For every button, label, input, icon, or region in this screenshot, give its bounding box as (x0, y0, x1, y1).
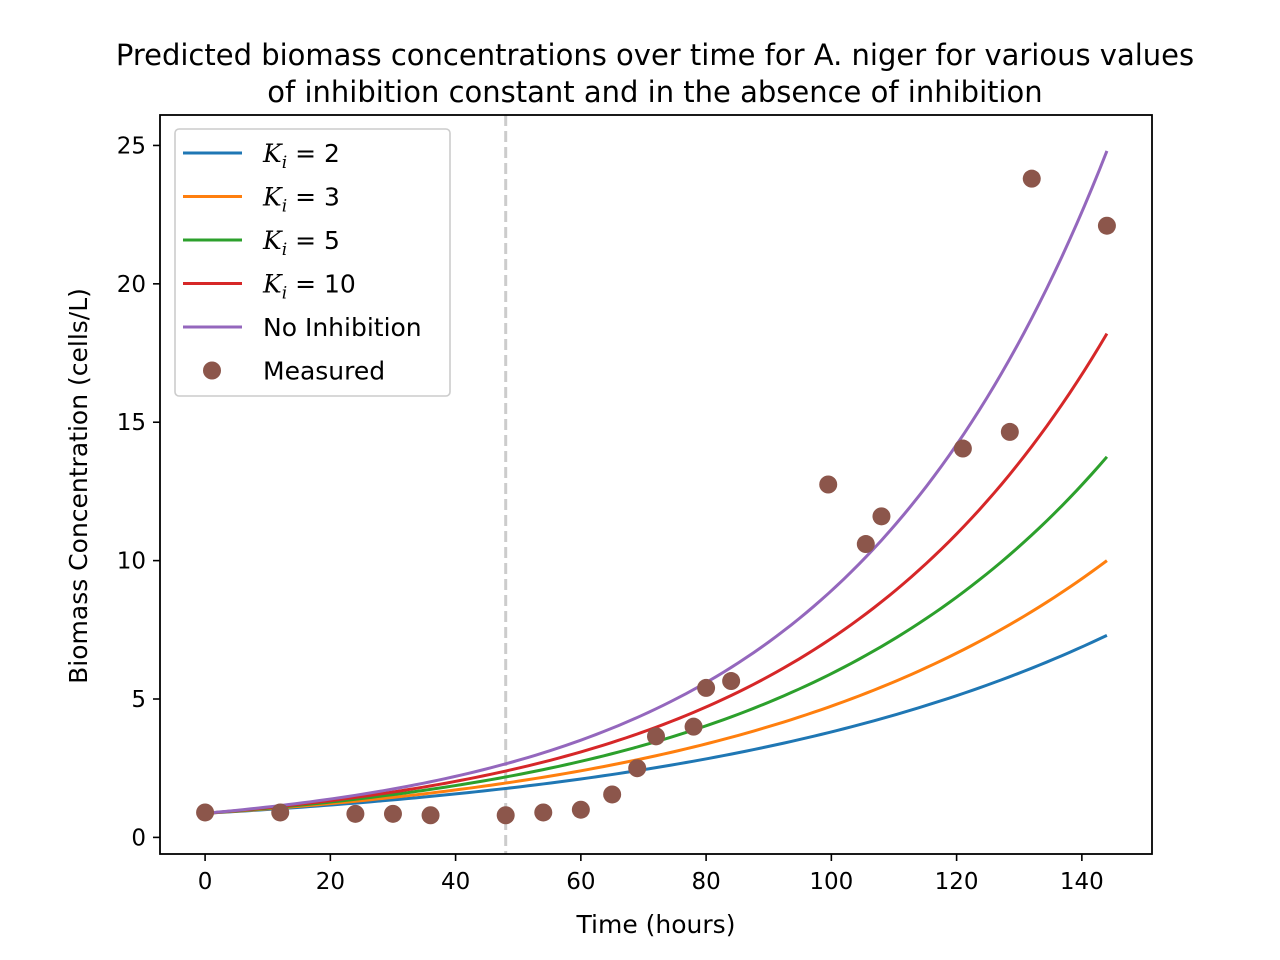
measured-point (856, 535, 875, 554)
measured-point (819, 475, 838, 494)
measured-point (1000, 422, 1019, 441)
measured-point (383, 804, 402, 823)
x-tick-label: 120 (935, 869, 979, 895)
legend-swatch-measured (203, 361, 221, 380)
legend-label-1: Ki = 3 (262, 183, 340, 217)
measured-point (628, 759, 647, 778)
measured-point (603, 785, 622, 804)
measured-point (346, 804, 365, 823)
legend-label-2: Ki = 5 (262, 226, 340, 260)
legend-box (174, 128, 451, 397)
y-tick-label: 20 (117, 272, 146, 298)
measured-point (421, 806, 440, 825)
x-tick-label: 40 (441, 869, 470, 895)
measured-point (496, 806, 515, 825)
y-tick-label: 5 (131, 687, 146, 713)
legend-label-0: Ki = 2 (262, 139, 340, 173)
y-tick-label: 10 (117, 549, 146, 575)
measured-point (271, 803, 290, 822)
x-axis-label: Time (hours) (576, 910, 736, 939)
measured-point (571, 800, 590, 819)
measured-point (722, 672, 741, 691)
measured-point (872, 507, 891, 526)
y-axis-label: Biomass Concentration (cells/L) (64, 288, 93, 684)
y-tick-label: 25 (117, 133, 146, 159)
x-tick-label: 100 (809, 869, 853, 895)
legend: Ki = 2 Ki = 3 Ki = 5 Ki = 10 No Inhibition Me… (174, 128, 451, 397)
y-tick-label: 15 (117, 410, 146, 436)
legend-label-4: No Inhibition (263, 313, 422, 342)
legend-label-5: Measured (263, 357, 385, 386)
series-line-3 (204, 332, 1109, 815)
measured-point (1022, 169, 1041, 188)
x-tick-label: 0 (198, 869, 213, 895)
series-line-1 (204, 559, 1108, 815)
measured-point (647, 727, 665, 746)
measured-point (534, 803, 553, 822)
measured-point (697, 678, 716, 697)
series-line-2 (204, 455, 1109, 815)
measured-point (684, 717, 703, 736)
plot-frame (159, 114, 1153, 855)
x-tick-label: 20 (316, 869, 345, 895)
plot-area: 0 20 40 60 80 100 120 140 0 5 10 15 20 25 Ki = 2 Ki = 3… (117, 114, 1153, 895)
series-line-0 (205, 633, 1108, 815)
x-tick-label: 140 (1060, 869, 1104, 895)
chart-title-line-1: Predicted biomass concentrations over ti… (116, 38, 1194, 72)
x-tick-label: 80 (691, 869, 720, 895)
legend-label-3: Ki = 10 (262, 270, 356, 304)
measured-point (1097, 216, 1116, 235)
y-tick-label: 0 (131, 825, 146, 851)
measured-point (196, 803, 215, 822)
measured-point (953, 439, 972, 458)
chart-title-line-2: of inhibition constant and in the absenc… (267, 75, 1042, 109)
x-tick-label: 60 (566, 869, 595, 895)
